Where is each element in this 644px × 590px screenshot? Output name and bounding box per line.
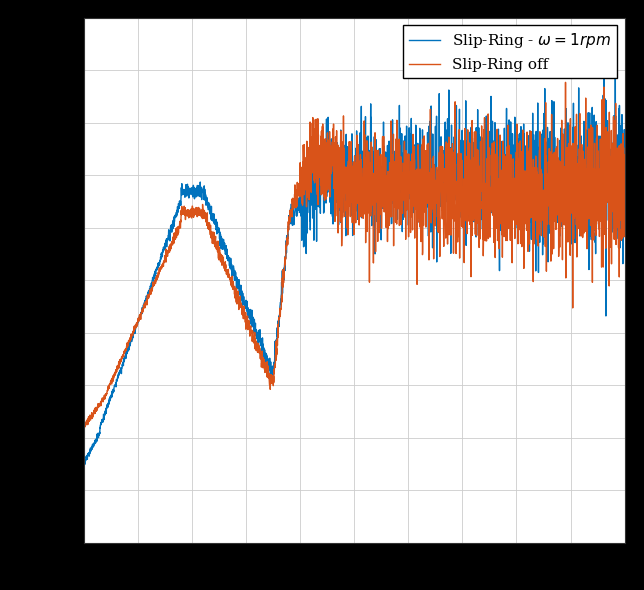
Slip-Ring off	[174, 224, 182, 231]
Slip-Ring off	[311, 179, 319, 186]
Slip-Ring - $\omega = 1rpm$	[142, 296, 149, 303]
Line: Slip-Ring off: Slip-Ring off	[84, 83, 625, 430]
Slip-Ring - $\omega = 1rpm$	[311, 182, 319, 189]
Line: Slip-Ring - $\omega = 1rpm$: Slip-Ring - $\omega = 1rpm$	[84, 67, 625, 466]
Slip-Ring off	[562, 79, 569, 86]
Slip-Ring - $\omega = 1rpm$	[80, 461, 88, 468]
Slip-Ring off	[552, 190, 560, 197]
Slip-Ring - $\omega = 1rpm$	[552, 187, 560, 194]
Legend: Slip-Ring - $\omega = 1rpm$, Slip-Ring off: Slip-Ring - $\omega = 1rpm$, Slip-Ring o…	[403, 25, 617, 78]
Slip-Ring - $\omega = 1rpm$	[287, 201, 295, 208]
Slip-Ring off	[142, 299, 149, 306]
Slip-Ring - $\omega = 1rpm$	[611, 63, 619, 70]
Slip-Ring off	[287, 209, 295, 217]
Slip-Ring - $\omega = 1rpm$	[174, 209, 182, 216]
Slip-Ring - $\omega = 1rpm$	[80, 462, 88, 469]
Slip-Ring off	[80, 427, 88, 434]
Slip-Ring off	[621, 194, 629, 201]
Slip-Ring - $\omega = 1rpm$	[611, 155, 618, 162]
Slip-Ring - $\omega = 1rpm$	[621, 166, 629, 173]
Slip-Ring off	[611, 236, 618, 243]
